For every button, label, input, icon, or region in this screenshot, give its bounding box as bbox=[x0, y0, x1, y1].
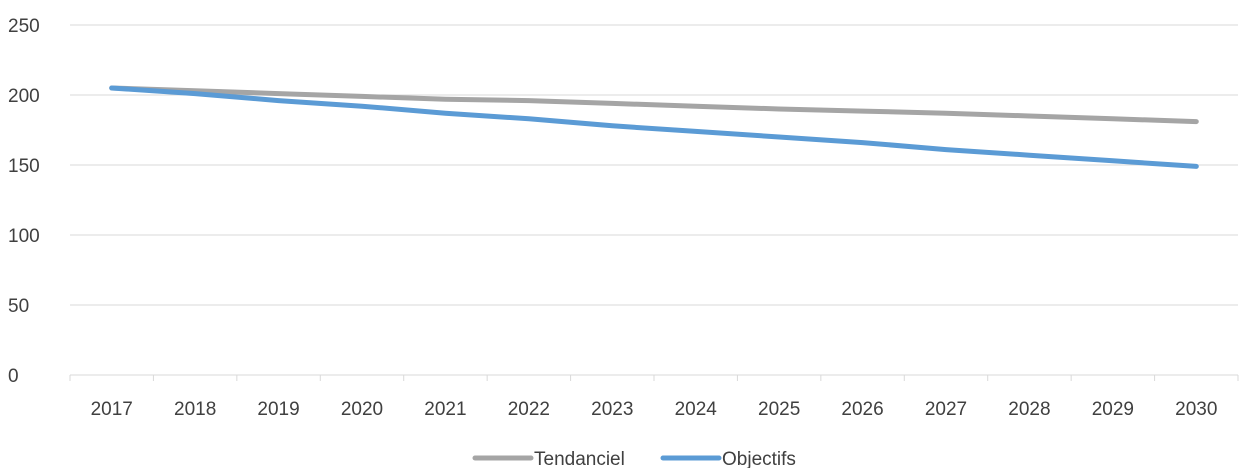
y-tick-label: 150 bbox=[8, 156, 40, 177]
series-lines bbox=[109, 85, 1199, 169]
x-tick-label: 2021 bbox=[424, 399, 466, 420]
x-tick-label: 2023 bbox=[591, 399, 633, 420]
y-tick-label: 50 bbox=[8, 296, 29, 317]
x-tick-label: 2027 bbox=[925, 399, 967, 420]
x-tick-label: 2026 bbox=[841, 399, 883, 420]
x-tick-label: 2030 bbox=[1175, 399, 1217, 420]
series-line-objectifs bbox=[109, 85, 1199, 169]
x-tick-label: 2028 bbox=[1008, 399, 1050, 420]
legend-label-objectifs: Objectifs bbox=[722, 449, 796, 468]
legend-label-tendanciel: Tendanciel bbox=[534, 449, 625, 468]
x-tick-label: 2029 bbox=[1092, 399, 1134, 420]
y-tick-label: 200 bbox=[8, 86, 40, 107]
gridlines bbox=[70, 24, 1238, 306]
y-axis: 0 50 100 150 200 250 bbox=[8, 16, 40, 387]
y-tick-label: 100 bbox=[8, 226, 40, 247]
x-axis: 2017 2018 2019 2020 2021 2022 2023 2024 2025 2026… bbox=[69, 374, 1239, 420]
x-tick-label: 2022 bbox=[508, 399, 550, 420]
x-tick-label: 2018 bbox=[174, 399, 216, 420]
x-tick-label: 2020 bbox=[341, 399, 383, 420]
y-tick-label: 0 bbox=[8, 366, 19, 387]
y-tick-label: 250 bbox=[8, 16, 40, 37]
x-tick-label: 2025 bbox=[758, 399, 800, 420]
legend: Tendanciel Objectifs bbox=[472, 449, 796, 468]
series-line-tendanciel bbox=[109, 85, 1199, 125]
x-tick-label: 2019 bbox=[257, 399, 299, 420]
x-tick-label: 2017 bbox=[91, 399, 133, 420]
x-tick-label: 2024 bbox=[675, 399, 718, 420]
